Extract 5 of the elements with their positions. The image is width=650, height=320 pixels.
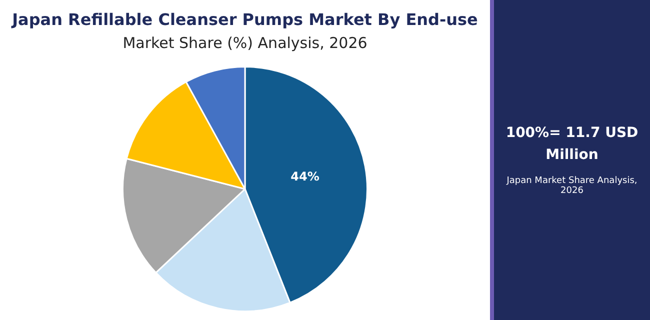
data-label: 44% bbox=[290, 170, 320, 184]
chart-title: Japan Refillable Cleanser Pumps Market By End-use bbox=[10, 10, 479, 29]
chart-subtitle: Market Share (%) Analysis, 2026 bbox=[122, 34, 368, 52]
text: Japan Market Share Analysis, 2026 bbox=[505, 176, 638, 196]
text: 100%= 11.7 USD Million bbox=[504, 124, 640, 165]
